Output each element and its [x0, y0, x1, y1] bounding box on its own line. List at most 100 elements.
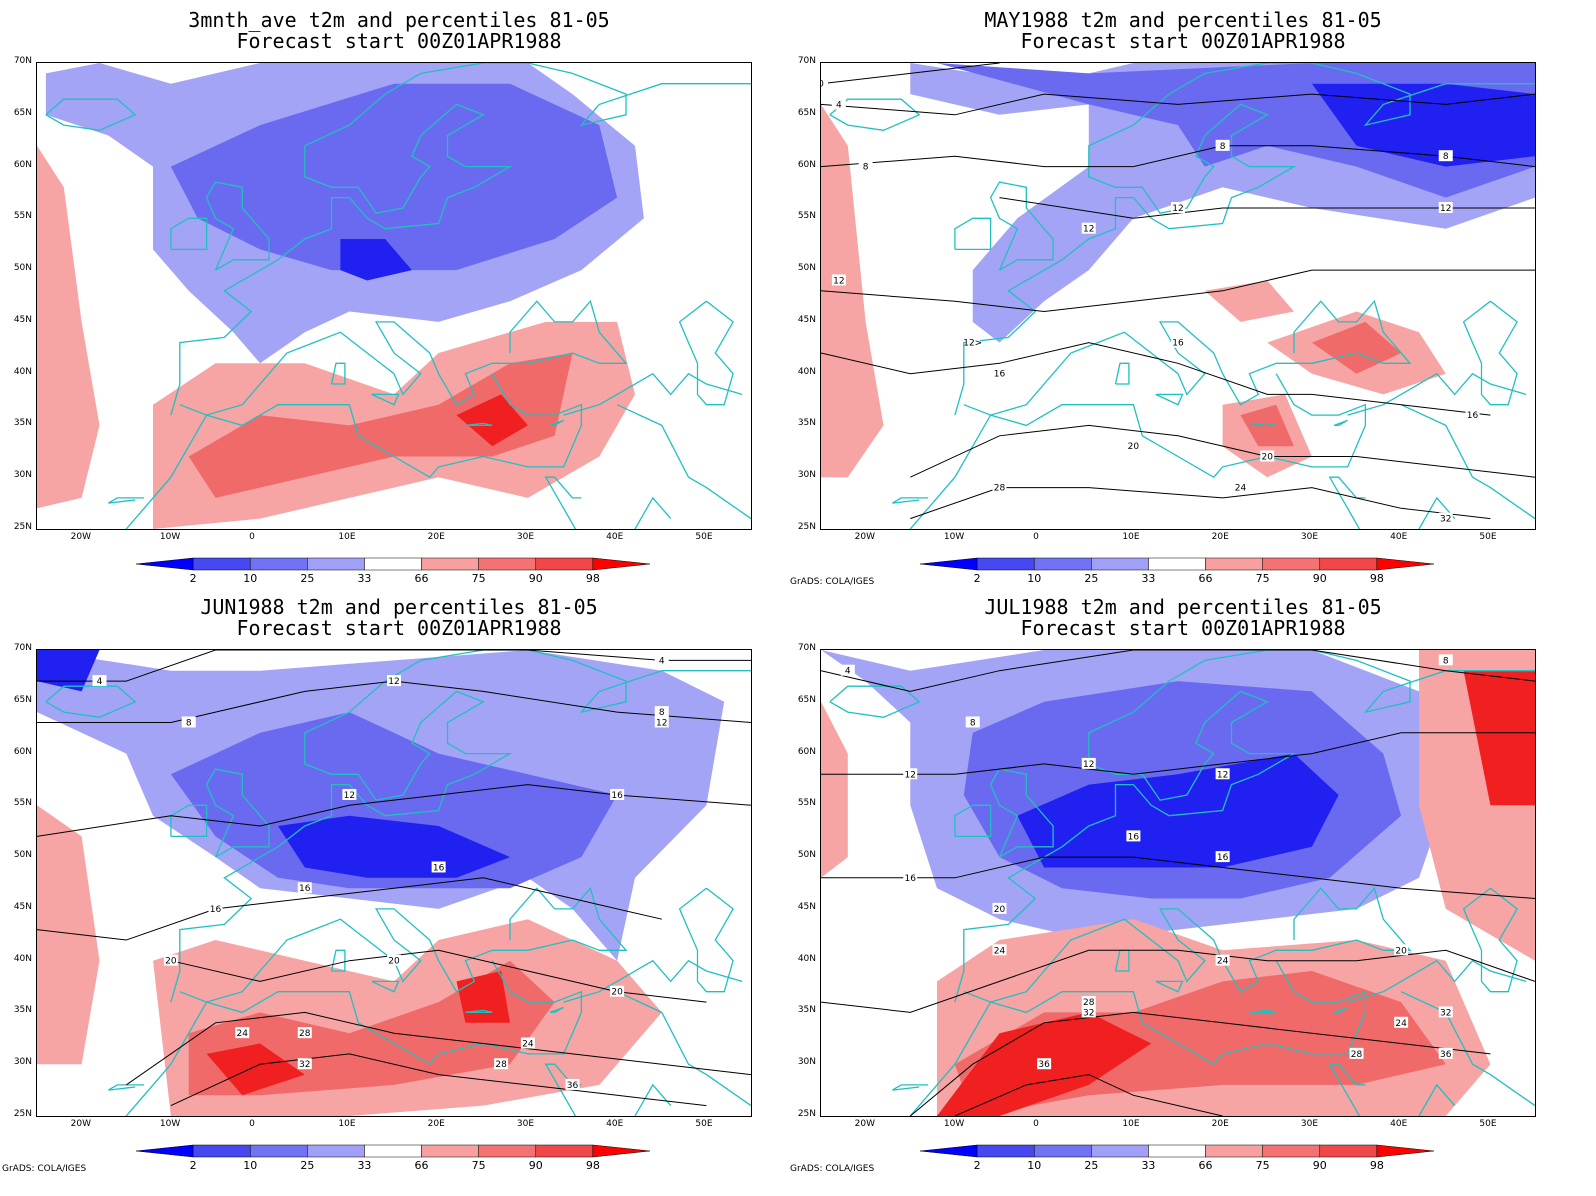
- isotherm-line: [821, 269, 1535, 313]
- isotherm-label: 24: [520, 1037, 535, 1050]
- coastline: [170, 650, 751, 1003]
- percentile-area-warm3: [1463, 670, 1535, 806]
- isotherm-line: [821, 949, 1535, 1013]
- lon-tick-label: 10E: [1122, 1119, 1140, 1129]
- colorbar-label: 10: [1027, 572, 1041, 585]
- colorbar-segment: [1033, 1144, 1092, 1158]
- lon-tick-label: 30E: [516, 1119, 535, 1129]
- svg-text:8: 8: [863, 163, 869, 173]
- coastline: [829, 98, 921, 131]
- lat-tick-label: 55N: [13, 798, 32, 809]
- isotherm-label: 4: [654, 654, 669, 666]
- svg-text:12: 12: [1083, 225, 1094, 235]
- lat-tick-label: 45N: [797, 901, 816, 912]
- lat-tick-label: 25N: [13, 522, 32, 532]
- grads-credit: GrADS: COLA/IGES: [790, 577, 875, 587]
- panel-may: MAY1988 t2m and percentiles 81-05 Foreca…: [784, 0, 1582, 598]
- colorbar-segment: [1376, 1144, 1435, 1158]
- lon-tick-label: 0: [1033, 532, 1039, 542]
- colorbar-segment: [249, 1144, 308, 1158]
- percentile-area-warm1: [37, 805, 100, 1065]
- lat-tick-label: 25N: [13, 1109, 32, 1119]
- coastline: [634, 496, 672, 529]
- isotherm-line: [821, 63, 1000, 85]
- colorbar-segment: [478, 1144, 537, 1158]
- coastline: [179, 299, 628, 416]
- coastline: [465, 1009, 493, 1014]
- isotherm-label: 16: [208, 902, 223, 915]
- lon-tick-label: 40E: [1390, 1119, 1408, 1129]
- colorbar-label: 66: [1199, 572, 1213, 585]
- percentile-area-cold2: [170, 83, 618, 271]
- lon-tick-label: 40E: [1390, 532, 1408, 542]
- coastline: [954, 217, 992, 251]
- colorbar-segment: [1376, 557, 1435, 571]
- lat-tick-label: 60N: [797, 746, 816, 757]
- percentile-colorbar: 2 10 25 33 66 75 90 98: [135, 1143, 690, 1177]
- colorbar-segment: [478, 557, 537, 571]
- lon-tick-label: 0: [249, 532, 255, 542]
- coastline: [544, 476, 582, 529]
- lat-tick-label: 35N: [13, 1005, 32, 1016]
- colorbar-label: 98: [1370, 572, 1384, 585]
- colorbar-segment: [1148, 557, 1206, 571]
- colorbar-segment: [1033, 557, 1092, 571]
- coastline: [829, 685, 921, 718]
- lat-tick-label: 45N: [13, 314, 32, 325]
- coastline: [205, 768, 270, 858]
- colorbar-label: 90: [529, 1159, 543, 1172]
- coastline: [616, 404, 751, 520]
- isotherm-label: 16: [297, 882, 312, 894]
- svg-text:4: 4: [845, 667, 851, 677]
- coastline: [125, 373, 583, 529]
- isotherm-label: 8: [1438, 150, 1453, 162]
- lon-tick-label: 20W: [854, 532, 875, 542]
- coastline: [892, 1084, 929, 1091]
- colorbar-segment: [192, 1144, 251, 1158]
- colorbar-label: 10: [243, 1159, 257, 1172]
- coastline: [1400, 404, 1535, 520]
- lat-tick-label: 35N: [797, 1005, 816, 1016]
- isotherm-label: 20: [1126, 440, 1141, 452]
- svg-text:12: 12: [833, 276, 844, 286]
- isotherm-label: 12: [387, 675, 401, 687]
- lat-tick-label: 35N: [13, 418, 32, 429]
- lon-tick-label: 30E: [1300, 1119, 1319, 1129]
- isotherm-label: 16: [1126, 830, 1141, 842]
- lat-tick-label: 50N: [13, 850, 32, 861]
- coastline: [125, 960, 583, 1116]
- isotherm-label: 16: [610, 788, 625, 801]
- isotherm-label: 28: [992, 481, 1007, 494]
- panel-title-line1: JUN1988 t2m and percentiles 81-05: [200, 595, 598, 619]
- colorbar-segment: [535, 1144, 594, 1158]
- colorbar-segment: [1091, 1144, 1149, 1158]
- percentile-area-warm2: [1311, 321, 1402, 374]
- colorbar-label: 75: [472, 572, 486, 585]
- isotherm-label: 8: [181, 716, 196, 728]
- lon-tick-label: 40E: [606, 1119, 624, 1129]
- svg-text:20: 20: [388, 957, 400, 967]
- isotherm-label: 12: [903, 768, 918, 780]
- isotherm-label: 12: [1171, 201, 1185, 214]
- panel-title-line1: JUL1988 t2m and percentiles 81-05: [984, 595, 1382, 619]
- colorbar-label: 25: [1084, 572, 1098, 585]
- isotherm-label: 24: [235, 1027, 250, 1039]
- colorbar-label: 33: [1141, 572, 1155, 585]
- coastline: [634, 1083, 672, 1116]
- isotherm-line: [170, 1053, 707, 1107]
- coastline: [909, 960, 1367, 1116]
- colorbar-segment: [1262, 1144, 1321, 1158]
- coastline: [909, 373, 1367, 529]
- colorbar-segment: [1262, 557, 1321, 571]
- isotherm-line: [910, 424, 1535, 478]
- coastline: [1462, 887, 1518, 993]
- lat-tick-label: 35N: [797, 418, 816, 429]
- lon-tick-label: 50E: [695, 532, 713, 542]
- map-area: 4 8 8 12 12 12 16 16 16 20 20 24 24 24 28 28 32 32 36 36: [820, 649, 1536, 1117]
- isotherm-label: 16: [1215, 851, 1230, 863]
- coastline: [678, 300, 734, 406]
- lon-tick-label: 10E: [338, 532, 356, 542]
- svg-text:16: 16: [433, 863, 445, 873]
- svg-text:8: 8: [659, 708, 665, 718]
- lat-tick-label: 25N: [797, 1109, 816, 1119]
